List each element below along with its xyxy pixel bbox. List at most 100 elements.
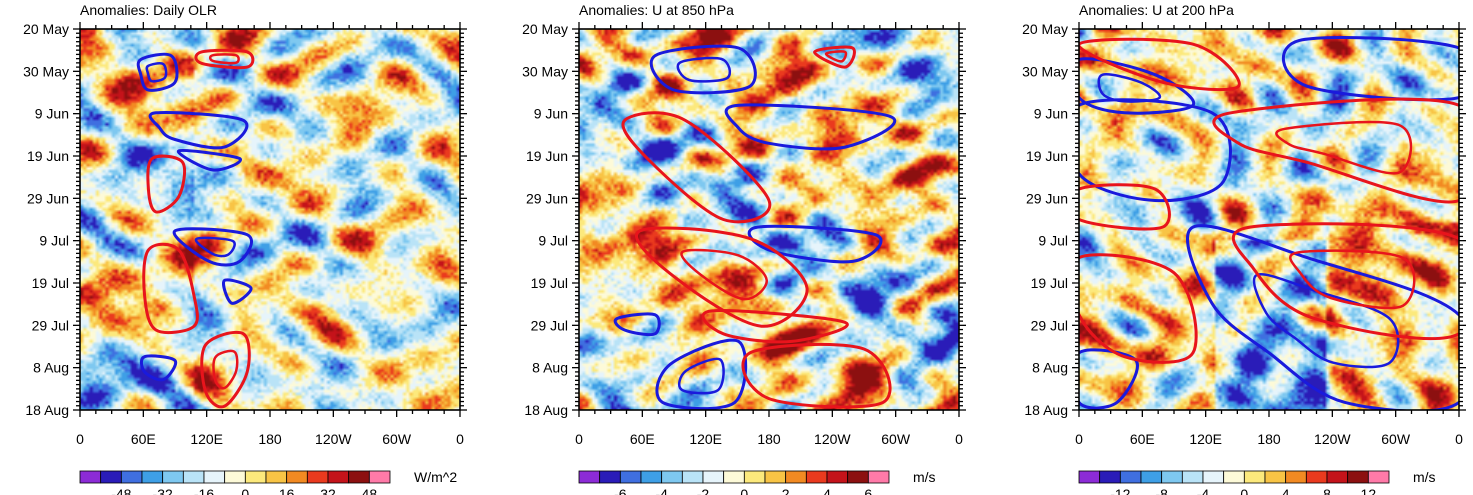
y-tick-label: 29 Jul <box>32 317 69 333</box>
negative-contour <box>747 224 883 264</box>
colorbar-swatch <box>1264 470 1287 484</box>
colorbar-swatch <box>867 470 890 484</box>
x-tick-label: 120W <box>1314 431 1351 447</box>
positive-contour <box>212 349 239 390</box>
positive-contour <box>208 53 240 65</box>
y-tick-label: 20 May <box>522 21 568 37</box>
colorbar: -6 -4 -2 0 2 4 6 m/s <box>578 469 936 495</box>
y-tick-label: 19 Jun <box>526 148 568 164</box>
colorbar-swatch <box>1119 470 1142 484</box>
colorbar-swatch <box>162 470 184 484</box>
y-tick-label: 29 Jun <box>27 190 69 206</box>
colorbar-swatch <box>1223 470 1245 484</box>
colorbar-swatch <box>1202 470 1225 484</box>
y-tick-label: 18 Aug <box>25 402 69 418</box>
colorbar-units: W/m^2 <box>414 469 457 485</box>
panel-title: Anomalies: Daily OLR <box>80 2 217 18</box>
y-tick-label: 29 Jun <box>1026 190 1068 206</box>
colorbar-swatch <box>348 470 370 484</box>
y-tick-label: 19 Jul <box>1031 275 1068 291</box>
colorbar-tick-label: 12 <box>1361 486 1377 495</box>
negative-contour <box>148 111 249 150</box>
positive-contour <box>813 45 856 69</box>
negative-contour <box>655 338 748 410</box>
positive-contour <box>621 111 772 224</box>
negative-contour <box>676 56 732 83</box>
negative-contour <box>613 312 661 337</box>
colorbar-tick-label: 32 <box>320 486 336 495</box>
positive-contour <box>1231 222 1459 341</box>
colorbar-swatch <box>578 470 601 484</box>
x-tick-label: 0 <box>1075 431 1083 447</box>
positive-contour <box>1275 120 1413 175</box>
y-tick-label: 30 May <box>522 63 568 79</box>
colorbar-swatch <box>1243 470 1266 484</box>
x-tick-label: 60W <box>382 431 412 447</box>
x-tick-label: 120E <box>1189 431 1222 447</box>
x-tick-label: 0 <box>76 431 84 447</box>
colorbar-tick-label: -32 <box>153 486 173 495</box>
colorbar-tick-label: -12 <box>1110 486 1130 495</box>
negative-contour <box>145 62 168 83</box>
colorbar-swatch <box>368 470 391 484</box>
positive-contour <box>1079 37 1241 92</box>
colorbar-tick-label: 48 <box>362 486 378 495</box>
colorbar-tick-label: -4 <box>655 486 668 495</box>
heatmap-field <box>1079 29 1459 410</box>
colorbar: -48 -32 -16 0 16 32 48 W/m^2 <box>79 469 457 495</box>
x-tick-label: 120W <box>315 431 352 447</box>
panel-1: Anomalies: Daily OLR 20 May 30 May 9 Jun 19 … <box>23 2 467 495</box>
negative-contour <box>172 227 253 267</box>
colorbar-swatch <box>743 470 766 484</box>
y-tick-label: 19 Jun <box>27 148 69 164</box>
y-tick-label: 29 Jun <box>526 190 568 206</box>
x-tick-label: 180 <box>258 431 282 447</box>
colorbar-tick-label: -6 <box>614 486 627 495</box>
negative-contour <box>1079 57 1196 115</box>
y-tick-label: 29 Jul <box>1031 317 1068 333</box>
colorbar-swatch <box>599 470 621 484</box>
x-tick-label: 60E <box>131 431 156 447</box>
colorbar-tick-label: 0 <box>740 486 748 495</box>
x-tick-label: 0 <box>456 431 464 447</box>
y-tick-label: 18 Aug <box>1024 402 1068 418</box>
colorbar-swatch <box>79 470 102 484</box>
x-tick-label: 120W <box>814 431 851 447</box>
colorbar-tick-label: -16 <box>194 486 214 495</box>
positive-contour <box>635 226 809 328</box>
colorbar-swatch <box>306 470 329 484</box>
colorbar-swatch <box>244 470 267 484</box>
x-tick-label: 120E <box>190 431 223 447</box>
negative-contour <box>649 44 757 95</box>
colorbar-tick-label: 0 <box>241 486 249 495</box>
negative-contour <box>724 103 897 151</box>
colorbar-swatch <box>100 470 122 484</box>
colorbar-swatch <box>182 470 205 484</box>
negative-contour <box>677 357 725 395</box>
colorbar-swatch <box>764 470 787 484</box>
positive-contour <box>824 50 848 63</box>
heatmap-field <box>80 29 460 410</box>
x-tick-label: 60W <box>1381 431 1411 447</box>
x-tick-label: 0 <box>575 431 583 447</box>
colorbar-swatch <box>203 470 226 484</box>
y-tick-label: 19 Jul <box>531 275 568 291</box>
positive-contour <box>146 154 186 214</box>
y-tick-label: 9 Jun <box>534 106 568 122</box>
colorbar-swatch <box>1285 470 1307 484</box>
positive-contour <box>701 309 849 344</box>
colorbar-swatch <box>640 470 663 484</box>
y-tick-label: 9 Jun <box>1034 106 1068 122</box>
x-tick-label: 60W <box>881 431 911 447</box>
colorbar-tick-label: 6 <box>864 486 872 495</box>
colorbar-swatch <box>1161 470 1183 484</box>
y-tick-label: 29 Jul <box>531 317 568 333</box>
positive-contour <box>142 242 199 335</box>
negative-contour <box>139 354 178 382</box>
x-tick-label: 180 <box>757 431 781 447</box>
panel-2: Anomalies: U at 850 hPa 20 May 30 May 9 Jun… <box>522 2 966 495</box>
x-tick-label: 0 <box>1455 431 1463 447</box>
x-tick-label: 60E <box>1130 431 1155 447</box>
negative-contour <box>1186 224 1459 410</box>
